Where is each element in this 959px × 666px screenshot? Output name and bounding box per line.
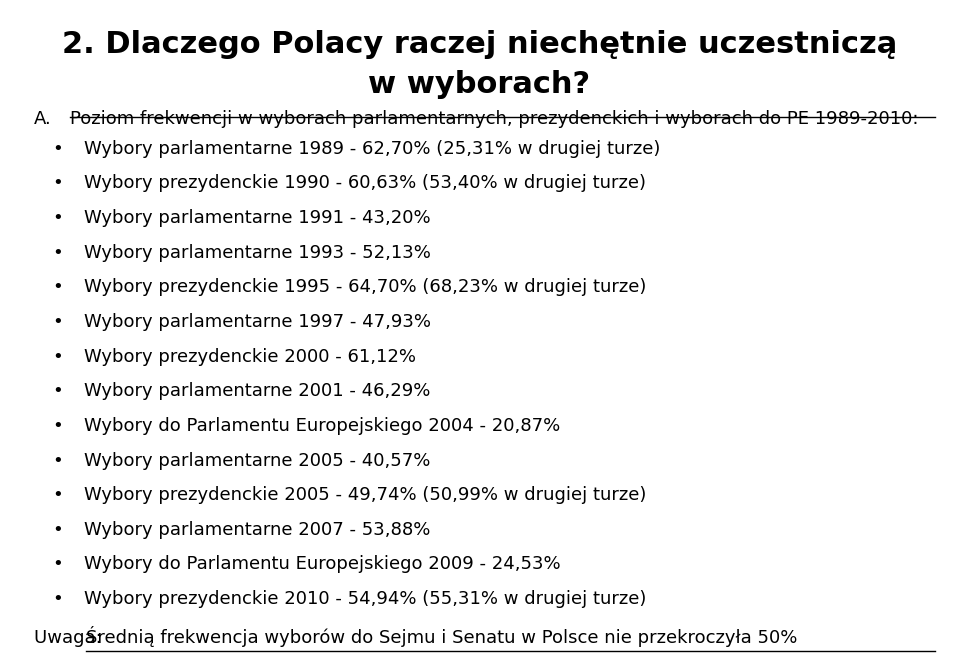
Text: Wybory parlamentarne 1993 - 52,13%: Wybory parlamentarne 1993 - 52,13% — [84, 244, 432, 262]
Text: •: • — [52, 348, 63, 366]
Text: w wyborach?: w wyborach? — [368, 70, 591, 99]
Text: Wybory parlamentarne 2007 - 53,88%: Wybory parlamentarne 2007 - 53,88% — [84, 521, 431, 539]
Text: Wybory parlamentarne 1991 - 43,20%: Wybory parlamentarne 1991 - 43,20% — [84, 209, 431, 227]
Text: Wybory prezydenckie 1990 - 60,63% (53,40% w drugiej turze): Wybory prezydenckie 1990 - 60,63% (53,40… — [84, 174, 646, 192]
Text: •: • — [52, 486, 63, 504]
Text: •: • — [52, 209, 63, 227]
Text: Poziom frekwencji w wyborach parlamentarnych, prezydenckich i wyborach do PE 198: Poziom frekwencji w wyborach parlamentar… — [70, 110, 919, 128]
Text: Wybory parlamentarne 2005 - 40,57%: Wybory parlamentarne 2005 - 40,57% — [84, 452, 431, 470]
Text: Wybory prezydenckie 2000 - 61,12%: Wybory prezydenckie 2000 - 61,12% — [84, 348, 416, 366]
Text: Wybory parlamentarne 2001 - 46,29%: Wybory parlamentarne 2001 - 46,29% — [84, 382, 431, 400]
Text: •: • — [52, 244, 63, 262]
Text: Wybory parlamentarne 1989 - 62,70% (25,31% w drugiej turze): Wybory parlamentarne 1989 - 62,70% (25,3… — [84, 140, 661, 158]
Text: Średnią frekwencja wyborów do Sejmu i Senatu w Polsce nie przekroczyła 50%: Średnią frekwencja wyborów do Sejmu i Se… — [86, 626, 798, 647]
Text: •: • — [52, 140, 63, 158]
Text: Wybory parlamentarne 1997 - 47,93%: Wybory parlamentarne 1997 - 47,93% — [84, 313, 432, 331]
Text: •: • — [52, 521, 63, 539]
Text: •: • — [52, 590, 63, 608]
Text: •: • — [52, 382, 63, 400]
Text: •: • — [52, 417, 63, 435]
Text: Wybory prezydenckie 2010 - 54,94% (55,31% w drugiej turze): Wybory prezydenckie 2010 - 54,94% (55,31… — [84, 590, 646, 608]
Text: •: • — [52, 452, 63, 470]
Text: Wybory do Parlamentu Europejskiego 2009 - 24,53%: Wybory do Parlamentu Europejskiego 2009 … — [84, 555, 561, 573]
Text: •: • — [52, 174, 63, 192]
Text: Wybory do Parlamentu Europejskiego 2004 - 20,87%: Wybory do Parlamentu Europejskiego 2004 … — [84, 417, 561, 435]
Text: 2. Dlaczego Polacy raczej niechętnie uczestniczą: 2. Dlaczego Polacy raczej niechętnie ucz… — [62, 30, 897, 59]
Text: A.: A. — [34, 110, 52, 128]
Text: •: • — [52, 313, 63, 331]
Text: •: • — [52, 555, 63, 573]
Text: Uwaga:: Uwaga: — [34, 629, 107, 647]
Text: •: • — [52, 278, 63, 296]
Text: Wybory prezydenckie 2005 - 49,74% (50,99% w drugiej turze): Wybory prezydenckie 2005 - 49,74% (50,99… — [84, 486, 646, 504]
Text: Wybory prezydenckie 1995 - 64,70% (68,23% w drugiej turze): Wybory prezydenckie 1995 - 64,70% (68,23… — [84, 278, 646, 296]
